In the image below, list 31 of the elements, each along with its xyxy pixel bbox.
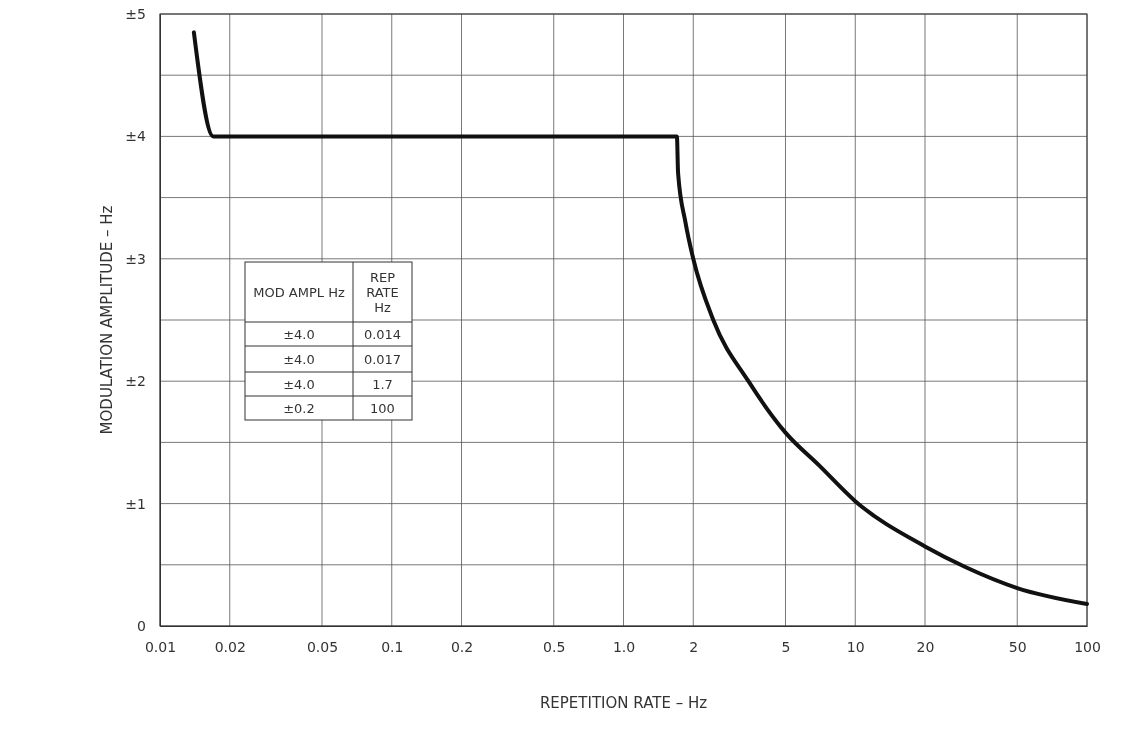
x-tick-label: 0.1 [381,638,404,655]
x-tick-label: 5 [781,638,791,655]
x-axis-title: REPETITION RATE – Hz [539,694,708,712]
annotation: ±4.0 [283,377,315,392]
annotation: 0.017 [363,352,402,367]
y-tick-label: ±3 [125,250,146,267]
x-tick-label: 0.5 [543,638,566,655]
y-tick-label: 0 [137,617,146,634]
annotation: REP RATE Hz [366,270,399,315]
y-tick-label: ±2 [125,373,146,390]
x-tick-label: 1.0 [612,638,636,655]
y-tick-label: ±1 [125,495,146,512]
x-tick-label: 2 [689,638,699,655]
annotation: MOD AMPL Hz [253,285,345,300]
y-tick-label: ±5 [125,5,146,22]
y-tick-label: ±4 [125,128,147,145]
x-tick-label: 20 [916,638,935,655]
annotation: ±0.2 [283,401,315,416]
annotation: 1.7 [372,377,393,392]
x-tick-label: 0.02 [214,638,246,655]
x-tick-label: 0.2 [450,638,474,655]
x-tick-label: 0.01 [144,638,177,655]
y-axis-title: MODULATION AMPLITUDE – Hz [98,205,116,435]
x-tick-label: 50 [1008,638,1027,655]
x-tick-label: 0.05 [306,638,339,655]
annotation: ±4.0 [283,352,315,367]
x-tick-label: 100 [1074,638,1101,655]
x-tick-label: 10 [846,638,865,655]
annotation: 100 [370,401,395,416]
annotation: ±4.0 [283,327,315,342]
annotation: 0.014 [363,327,402,342]
